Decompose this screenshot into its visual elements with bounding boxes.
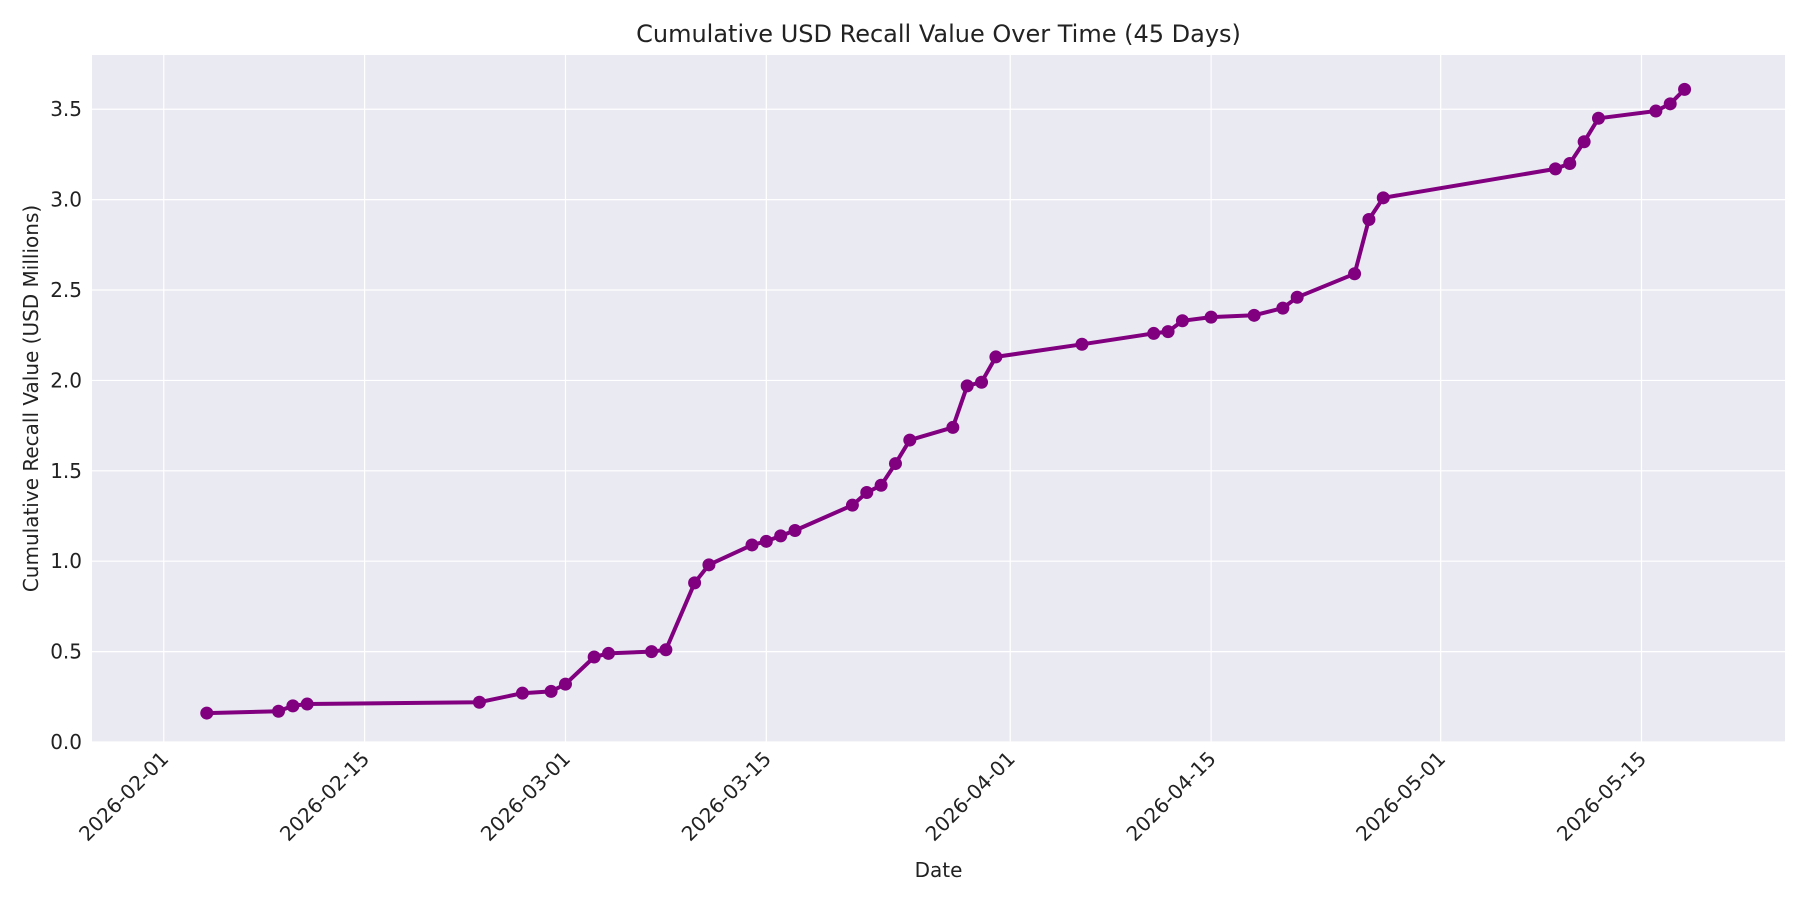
y-tick-label: 3.5 — [50, 97, 82, 121]
data-point — [1147, 326, 1161, 340]
y-axis-label: Cumulative Recall Value (USD Millions) — [19, 205, 43, 592]
data-point — [1247, 308, 1261, 322]
data-point — [1548, 162, 1562, 176]
y-tick-label: 0.0 — [50, 730, 82, 754]
data-point — [286, 699, 300, 713]
data-point — [975, 375, 989, 389]
data-point — [960, 379, 974, 393]
data-point — [1563, 156, 1577, 170]
x-tick-label: 2026-03-15 — [677, 747, 776, 846]
data-point — [515, 686, 529, 700]
data-point — [759, 534, 773, 548]
data-point — [1591, 111, 1605, 125]
data-point — [1204, 310, 1218, 324]
y-tick-label: 1.0 — [50, 549, 82, 573]
data-point — [745, 538, 759, 552]
data-point — [989, 350, 1003, 364]
data-point — [659, 643, 673, 657]
x-tick-label: 2026-04-01 — [921, 747, 1020, 846]
y-tick-label: 2.5 — [50, 278, 82, 302]
data-point — [558, 677, 572, 691]
data-points — [200, 82, 1692, 720]
data-point — [874, 478, 888, 492]
chart-title: Cumulative USD Recall Value Over Time (4… — [636, 20, 1241, 48]
y-tick-label: 0.5 — [50, 640, 82, 664]
y-tick-label: 3.0 — [50, 188, 82, 212]
data-point — [645, 645, 659, 659]
data-point — [1376, 191, 1390, 205]
data-point — [1649, 104, 1663, 118]
data-point — [860, 486, 874, 500]
y-tick-label: 2.0 — [50, 368, 82, 392]
data-point — [472, 695, 486, 709]
data-point — [688, 576, 702, 590]
data-point — [602, 646, 616, 660]
data-point — [788, 523, 802, 537]
data-point — [774, 529, 788, 543]
data-point — [300, 697, 314, 711]
data-point — [888, 457, 902, 471]
data-point — [1075, 337, 1089, 351]
data-point — [272, 704, 286, 718]
data-point — [1362, 213, 1376, 227]
data-point — [1175, 314, 1189, 328]
x-tick-label: 2026-04-15 — [1121, 747, 1220, 846]
x-axis-label: Date — [915, 858, 963, 882]
x-tick-label: 2026-05-01 — [1351, 747, 1450, 846]
grid-lines — [92, 55, 1785, 743]
data-point — [1276, 301, 1290, 315]
data-point — [544, 684, 558, 698]
data-point — [946, 420, 960, 434]
x-tick-label: 2026-02-01 — [74, 747, 173, 846]
x-tick-label: 2026-02-15 — [275, 747, 374, 846]
y-tick-label: 1.5 — [50, 459, 82, 483]
data-point — [1663, 97, 1677, 111]
x-tick-label: 2026-03-01 — [476, 747, 575, 846]
data-point — [1290, 290, 1304, 304]
data-point — [1678, 82, 1692, 96]
data-point — [702, 558, 716, 572]
plot-area — [92, 55, 1785, 742]
data-point — [587, 650, 601, 664]
data-point — [903, 433, 917, 447]
data-point — [1577, 135, 1591, 149]
data-point — [1348, 267, 1362, 281]
data-point — [845, 498, 859, 512]
data-point — [1161, 325, 1175, 339]
data-point — [200, 706, 214, 720]
x-tick-label: 2026-05-15 — [1552, 747, 1651, 846]
